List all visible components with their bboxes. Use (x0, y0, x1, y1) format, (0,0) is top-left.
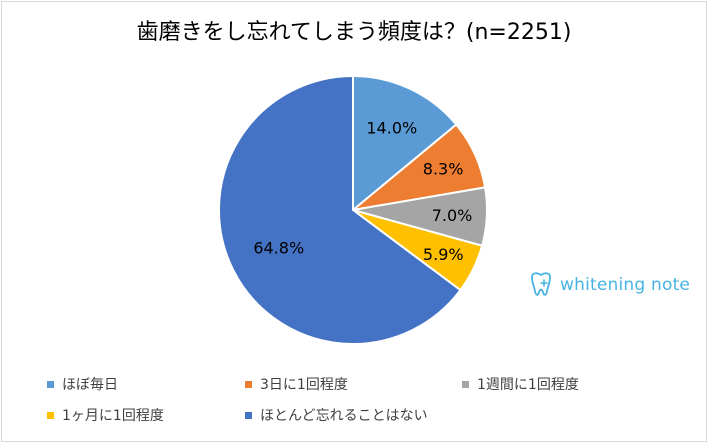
chart-title: 歯磨きをし忘れてしまう頻度は？(n=2251) (136, 20, 572, 45)
slice-value-label-5: 64.8% (253, 238, 304, 257)
pie-slice-5 (218, 74, 462, 345)
slice-value-label-2: 8.3% (423, 160, 464, 179)
logo-text: whitening note (560, 275, 691, 295)
slice-value-label-3: 7.0% (432, 206, 473, 225)
pie-slice-1 (352, 74, 458, 213)
slice-value-label-1: 14.0% (366, 119, 417, 138)
tooth-icon (531, 272, 551, 296)
slice-value-label-4: 5.9% (423, 245, 464, 264)
whitening-note-logo: whitening note (528, 270, 690, 300)
